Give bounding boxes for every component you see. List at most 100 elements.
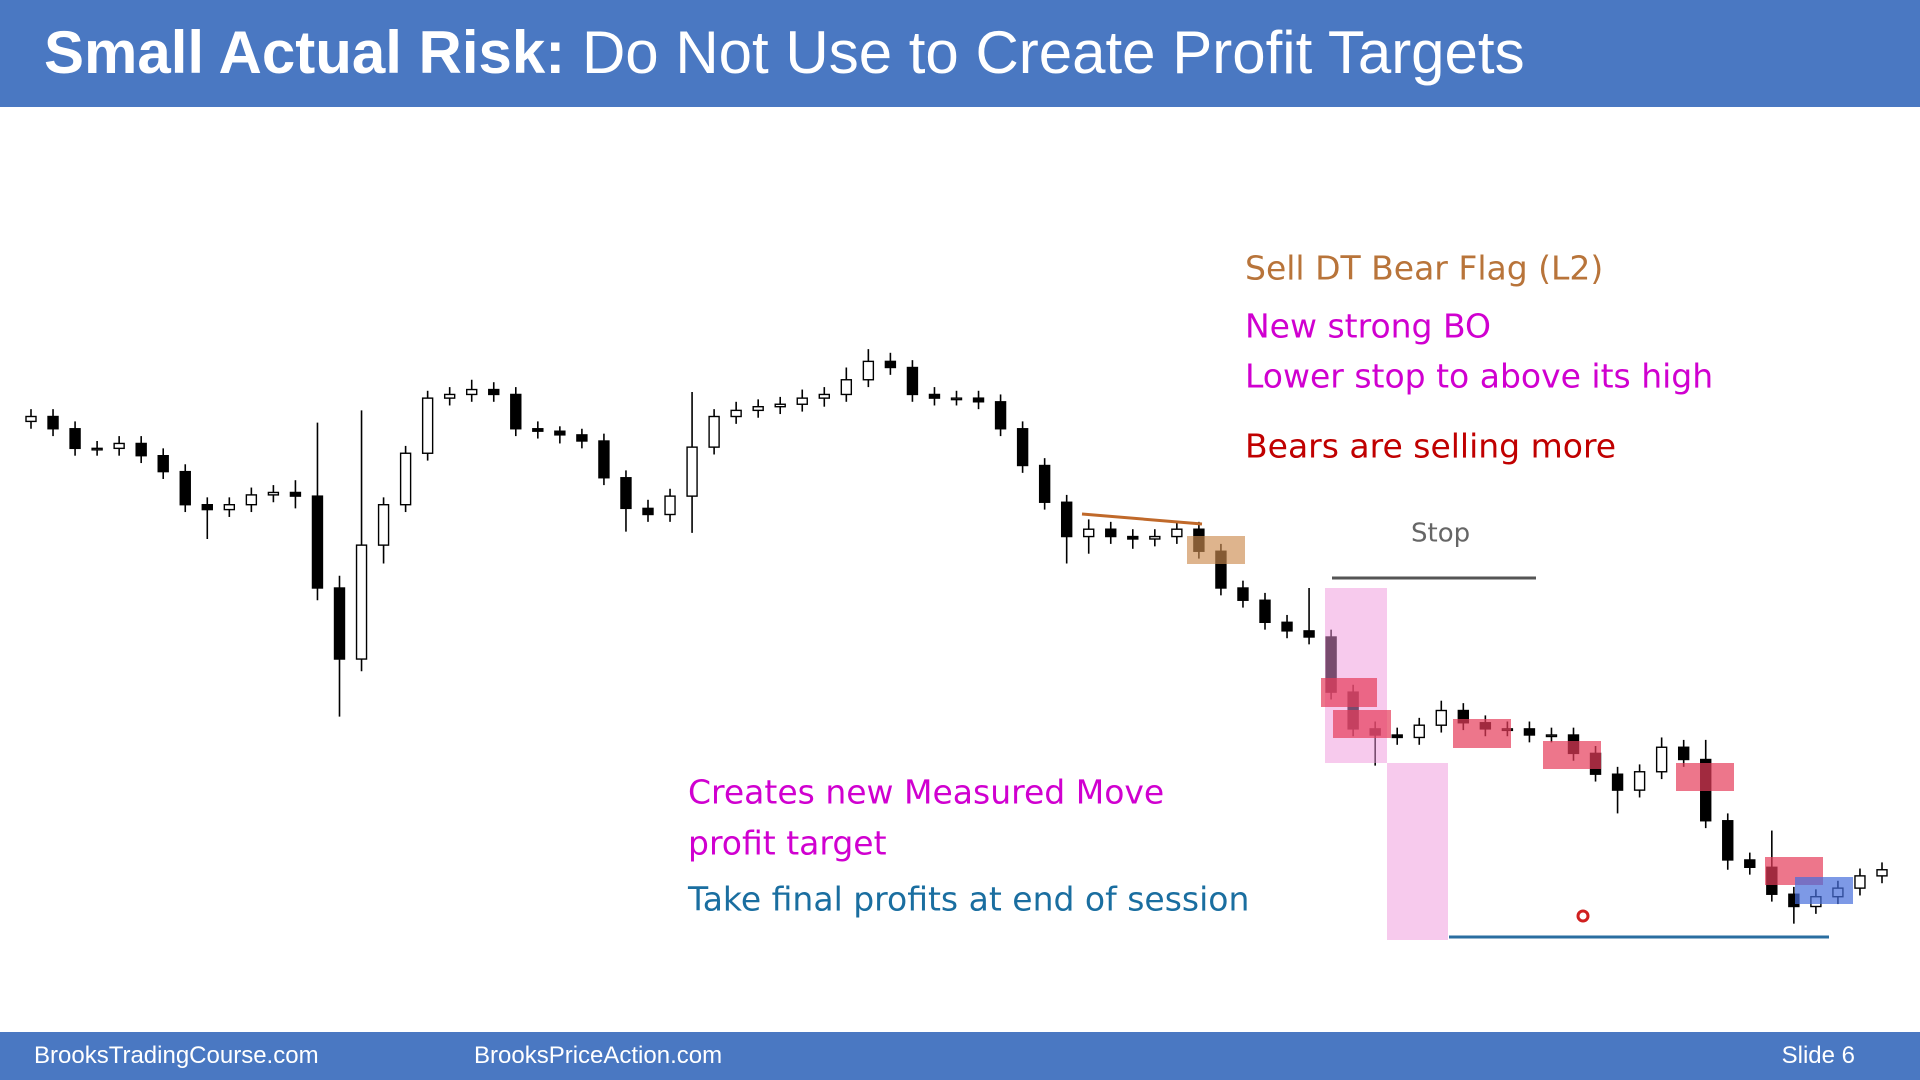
body bbox=[1083, 528, 1095, 538]
annotation: Stop bbox=[1411, 519, 1470, 549]
body bbox=[708, 415, 720, 448]
body bbox=[796, 397, 808, 405]
body bbox=[1523, 728, 1536, 736]
body bbox=[884, 360, 897, 369]
header: Small Actual Risk: Do Not Use to Create … bbox=[0, 0, 1920, 107]
body bbox=[267, 491, 280, 496]
body bbox=[201, 504, 213, 511]
body bbox=[1413, 724, 1425, 739]
footer-left: BrooksTradingCourse.com bbox=[34, 1042, 319, 1069]
body bbox=[135, 442, 147, 457]
dt-line bbox=[1081, 512, 1203, 526]
body bbox=[1105, 528, 1117, 538]
body bbox=[1391, 734, 1403, 739]
body bbox=[664, 495, 676, 516]
body bbox=[1876, 869, 1888, 877]
body bbox=[554, 430, 566, 436]
body bbox=[972, 397, 985, 403]
body bbox=[245, 494, 258, 506]
body bbox=[1435, 709, 1447, 726]
body bbox=[69, 428, 81, 450]
title-bold: Small Actual Risk: bbox=[44, 19, 566, 86]
body bbox=[1016, 428, 1029, 467]
chart: Sell DT Bear Flag (L2) New strong BO Low… bbox=[25, 249, 1888, 940]
body bbox=[620, 477, 632, 510]
body bbox=[113, 442, 125, 450]
body bbox=[223, 504, 236, 511]
body bbox=[1060, 501, 1073, 538]
body bbox=[862, 360, 875, 381]
body bbox=[421, 397, 434, 454]
body bbox=[1038, 464, 1051, 503]
body bbox=[1611, 773, 1624, 791]
body bbox=[994, 401, 1007, 430]
body bbox=[686, 446, 698, 497]
body bbox=[950, 397, 963, 401]
footer: BrooksTradingCourse.com BrooksPriceActio… bbox=[0, 1032, 1920, 1080]
sell-boxes bbox=[1321, 678, 1823, 885]
body bbox=[840, 379, 853, 396]
annotation: Bears are selling more bbox=[1245, 427, 1616, 466]
body bbox=[1281, 621, 1293, 632]
body bbox=[818, 393, 830, 399]
title-rest: Do Not Use to Create Profit Targets bbox=[581, 19, 1525, 86]
body bbox=[488, 388, 500, 396]
body bbox=[1171, 528, 1183, 538]
body bbox=[1237, 587, 1249, 601]
candles bbox=[25, 349, 1888, 924]
body bbox=[642, 507, 654, 516]
body bbox=[598, 440, 610, 479]
body bbox=[377, 504, 390, 546]
body bbox=[1744, 859, 1756, 869]
annotation: profit target bbox=[688, 824, 887, 863]
annotation: Lower stop to above its high bbox=[1245, 357, 1713, 396]
body bbox=[355, 544, 368, 660]
body bbox=[399, 452, 412, 506]
body bbox=[289, 491, 302, 497]
body bbox=[928, 393, 941, 399]
annotation: Creates new Measured Move bbox=[688, 773, 1164, 812]
body bbox=[1259, 599, 1271, 623]
body bbox=[752, 406, 764, 412]
body bbox=[91, 447, 103, 451]
body bbox=[510, 393, 522, 430]
body bbox=[466, 388, 478, 396]
buy-box bbox=[1795, 877, 1853, 904]
sell-box bbox=[1321, 678, 1377, 707]
body bbox=[47, 415, 59, 430]
title: Small Actual Risk: Do Not Use to Create … bbox=[44, 18, 1525, 87]
body bbox=[1149, 535, 1161, 540]
body bbox=[333, 587, 346, 660]
body bbox=[1127, 535, 1139, 540]
body bbox=[1677, 746, 1690, 761]
body bbox=[157, 455, 169, 473]
annotation: Take final profits at end of session bbox=[687, 880, 1249, 919]
sell-box bbox=[1676, 763, 1734, 791]
body bbox=[443, 393, 456, 399]
body bbox=[25, 415, 37, 423]
sell-box bbox=[1333, 710, 1391, 738]
annotation: New strong BO bbox=[1245, 307, 1491, 346]
body bbox=[1303, 630, 1315, 638]
sell-box bbox=[1453, 719, 1511, 748]
body bbox=[1722, 820, 1734, 861]
mm-box bbox=[1387, 763, 1448, 940]
body bbox=[1545, 734, 1558, 738]
body bbox=[532, 428, 544, 432]
body bbox=[576, 434, 588, 442]
body bbox=[311, 495, 324, 589]
body bbox=[774, 403, 786, 408]
slide-number: Slide 6 bbox=[1781, 1042, 1855, 1069]
body bbox=[1633, 771, 1646, 791]
body bbox=[1655, 746, 1668, 773]
annotation: Sell DT Bear Flag (L2) bbox=[1245, 249, 1603, 288]
body bbox=[1854, 875, 1866, 889]
sell-box bbox=[1543, 741, 1601, 769]
body bbox=[730, 409, 742, 418]
body bbox=[179, 470, 191, 506]
footer-middle: BrooksPriceAction.com bbox=[474, 1042, 723, 1069]
cursor-dot bbox=[1576, 909, 1590, 923]
signal-box bbox=[1187, 536, 1245, 564]
body bbox=[906, 366, 919, 396]
